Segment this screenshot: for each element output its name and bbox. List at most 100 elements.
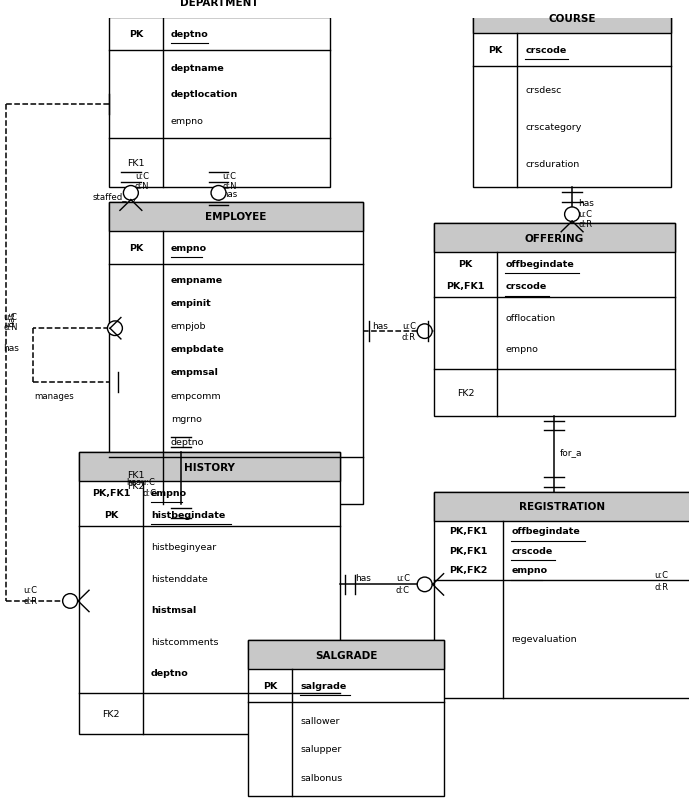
- Text: empno: empno: [511, 565, 547, 574]
- Text: u:C: u:C: [135, 172, 149, 180]
- Text: mgrno: mgrno: [170, 415, 201, 423]
- Text: u:C: u:C: [23, 585, 37, 594]
- Text: has: has: [8, 311, 17, 327]
- Text: PK,FK1: PK,FK1: [446, 282, 484, 291]
- Text: empno: empno: [170, 117, 204, 126]
- Text: histmsal: histmsal: [151, 606, 196, 614]
- Bar: [79, 452, 340, 735]
- Text: histcomments: histcomments: [151, 637, 218, 646]
- Text: has: has: [355, 573, 371, 582]
- Circle shape: [108, 322, 122, 336]
- Text: u:C: u:C: [396, 573, 410, 582]
- Text: REGISTRATION: REGISTRATION: [519, 502, 605, 512]
- Text: histbeginyear: histbeginyear: [151, 542, 216, 551]
- Bar: [109, 202, 363, 504]
- Text: sallower: sallower: [300, 716, 339, 725]
- Text: empmsal: empmsal: [170, 368, 219, 377]
- Bar: [433, 492, 690, 521]
- Text: empname: empname: [170, 275, 223, 284]
- Text: EMPLOYEE: EMPLOYEE: [205, 212, 266, 222]
- Bar: [473, 5, 671, 188]
- Text: histbegindate: histbegindate: [151, 511, 225, 520]
- Text: empno: empno: [170, 244, 207, 253]
- Text: empno: empno: [151, 488, 187, 497]
- Text: d:R: d:R: [655, 582, 669, 591]
- Bar: [433, 224, 675, 416]
- Text: salbonus: salbonus: [300, 773, 342, 782]
- Text: d:N: d:N: [3, 322, 18, 331]
- Text: PK: PK: [129, 244, 143, 253]
- Text: hasu:C: hasu:C: [126, 477, 155, 486]
- Text: d:N: d:N: [222, 181, 237, 190]
- Text: crscode: crscode: [505, 282, 546, 291]
- Text: FK2: FK2: [457, 388, 474, 398]
- Bar: [109, 0, 330, 188]
- Text: PK: PK: [263, 682, 277, 691]
- Text: d:C: d:C: [396, 585, 410, 594]
- Text: u:C: u:C: [578, 209, 592, 218]
- Text: manages: manages: [34, 391, 74, 400]
- Text: deptlocation: deptlocation: [170, 91, 238, 99]
- Text: histenddate: histenddate: [151, 574, 208, 583]
- Bar: [248, 640, 444, 796]
- Text: crscode: crscode: [525, 46, 566, 55]
- Text: HISTORY: HISTORY: [184, 462, 235, 472]
- Bar: [473, 5, 671, 34]
- Text: offbegindate: offbegindate: [511, 527, 580, 536]
- Text: deptno: deptno: [151, 669, 188, 678]
- Text: empinit: empinit: [170, 298, 211, 307]
- Text: PK,FK1: PK,FK1: [449, 527, 488, 536]
- Bar: [79, 452, 340, 481]
- Text: PK: PK: [458, 260, 473, 269]
- Circle shape: [417, 325, 432, 339]
- Text: has: has: [372, 322, 388, 330]
- Text: salgrade: salgrade: [300, 682, 346, 691]
- Text: u:C: u:C: [655, 570, 669, 579]
- Circle shape: [211, 186, 226, 200]
- Text: PK: PK: [129, 30, 143, 38]
- Text: for_a: for_a: [560, 448, 582, 457]
- Text: has: has: [578, 199, 594, 208]
- Circle shape: [63, 594, 77, 609]
- Bar: [433, 492, 690, 699]
- Text: crscode: crscode: [511, 546, 553, 555]
- Bar: [433, 224, 675, 253]
- Text: u:C: u:C: [402, 322, 416, 330]
- Text: d:R: d:R: [578, 219, 592, 229]
- Text: offbegindate: offbegindate: [505, 260, 574, 269]
- Text: DEPARTMENT: DEPARTMENT: [180, 0, 259, 8]
- Text: empjob: empjob: [170, 322, 206, 330]
- Text: PK: PK: [104, 511, 118, 520]
- Text: PK,FK2: PK,FK2: [449, 565, 488, 574]
- Text: crsdesc: crsdesc: [525, 87, 562, 95]
- Bar: [248, 640, 444, 670]
- Text: crscategory: crscategory: [525, 123, 582, 132]
- Text: SALGRADE: SALGRADE: [315, 650, 377, 660]
- Text: u:C: u:C: [3, 313, 17, 322]
- Text: salupper: salupper: [300, 744, 342, 754]
- Text: d:N: d:N: [135, 181, 149, 190]
- Text: FK2: FK2: [102, 710, 119, 719]
- Text: offlocation: offlocation: [505, 314, 555, 322]
- Text: FK1: FK1: [127, 159, 145, 168]
- Text: crsduration: crsduration: [525, 160, 580, 168]
- Bar: [109, 0, 330, 18]
- Text: PK: PK: [489, 46, 502, 55]
- Text: PK,FK1: PK,FK1: [449, 546, 488, 555]
- Circle shape: [417, 577, 432, 592]
- Text: FK1
FK2: FK1 FK2: [127, 471, 145, 491]
- Bar: [109, 202, 363, 232]
- Text: empcomm: empcomm: [170, 391, 221, 400]
- Text: PK,FK1: PK,FK1: [92, 488, 130, 497]
- Text: has: has: [222, 190, 238, 199]
- Text: empbdate: empbdate: [170, 345, 224, 354]
- Circle shape: [124, 186, 138, 200]
- Text: d:R: d:R: [402, 333, 416, 342]
- Text: staffed_by: staffed_by: [93, 193, 138, 202]
- Text: deptno: deptno: [170, 30, 208, 38]
- Text: u:C: u:C: [222, 172, 237, 180]
- Circle shape: [564, 208, 580, 222]
- Text: deptno: deptno: [170, 438, 204, 447]
- Text: d:R: d:R: [23, 597, 37, 606]
- Text: has: has: [3, 344, 19, 353]
